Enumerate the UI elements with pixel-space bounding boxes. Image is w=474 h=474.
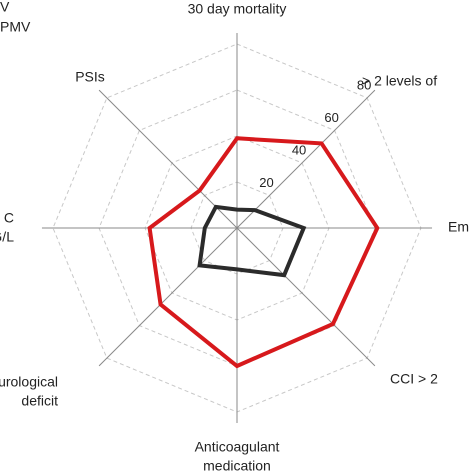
axis-label: > 2 levels of (362, 73, 437, 89)
axis-label: G/L (0, 229, 14, 245)
series-polygon (147, 136, 380, 369)
axis-label: medication (203, 458, 271, 474)
axis-line (236, 89, 376, 229)
axis-label: leurological (0, 374, 58, 390)
axis-label: Anticoagulant (195, 439, 280, 455)
axis-line (236, 227, 376, 367)
axis-line (98, 89, 238, 229)
axis-label: 30 day mortality (188, 1, 287, 17)
tick-label: 40 (292, 142, 306, 157)
tick-label: 80 (357, 77, 371, 92)
axis-label: Em (448, 219, 469, 235)
axis-label: deficit (21, 393, 58, 409)
axis-label: PSIs (75, 69, 105, 85)
series-polygon (197, 204, 307, 278)
tick-label: 60 (324, 110, 338, 125)
axis-line (98, 227, 238, 367)
axis-label: CCI > 2 (390, 371, 438, 387)
legend-label: PMV (0, 19, 31, 35)
axis-label: C (4, 210, 14, 226)
tick-label: 20 (259, 175, 273, 190)
legend-label: V (0, 0, 10, 15)
